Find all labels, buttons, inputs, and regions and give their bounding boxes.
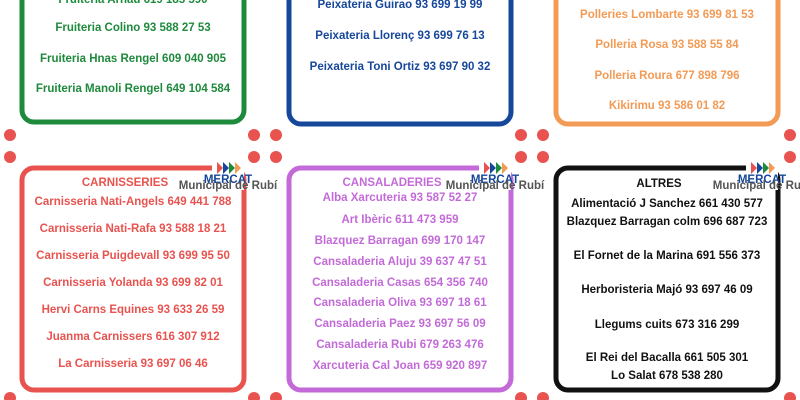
decoration-dots: [4, 129, 796, 400]
vendor-entry: Blazquez Barragan colm 696 687 723: [567, 216, 768, 228]
vendor-entry: Fruiteria Arnau 619 185 590: [58, 0, 207, 6]
vendor-entry: Cansaladeria Rubi 679 263 476: [316, 339, 484, 351]
vendor-entry: Fruiteria Hnas Rengel 609 040 905: [40, 53, 227, 65]
vendor-entry: La Carnisseria 93 697 06 46: [58, 358, 208, 370]
vendor-entry: Fruiteria Colino 93 588 27 53: [55, 22, 210, 34]
vendor-entry: El Fornet de la Marina 691 556 373: [574, 250, 761, 262]
vendor-entry: Peixateria Toni Ortiz 93 697 90 32: [310, 61, 491, 73]
section: Polleries Lombarte 93 699 81 53 Polleria …: [553, 0, 781, 127]
logo-shape: [235, 162, 241, 174]
logo-shape: [490, 162, 496, 174]
vendor-entry: Alimentació J Sanchez 661 430 577: [571, 198, 763, 210]
logo-text: MERCAT: [204, 174, 252, 186]
vendor-entry: Kikirimu 93 586 01 82: [609, 100, 725, 112]
vendor-entry: Alba Xarcuteria 93 587 52 27: [323, 192, 478, 204]
logo-shape: [769, 162, 775, 174]
vendor-entry: Art Ibèric 611 473 959: [342, 214, 459, 226]
vendor-entry: Carnisseria Nati-Rafa 93 588 18 21: [40, 223, 227, 235]
vendor-entry: Hervi Carns Equines 93 633 26 59: [42, 304, 225, 316]
section-box: [19, 0, 247, 125]
section-title: CANSALADERIES: [342, 177, 441, 189]
vendor-entry: Herboristeria Majó 93 697 46 09: [581, 284, 752, 296]
vendor-entry: Polleria Roura 677 898 796: [594, 70, 739, 82]
vendor-entry: Polleries Lombarte 93 699 81 53: [580, 9, 754, 21]
logo-shape: [502, 162, 508, 174]
vendor-entry: Peixateria Guirao 93 699 19 99: [318, 0, 483, 11]
logo-shape: [496, 162, 502, 174]
logo-shape: [229, 162, 235, 174]
vendor-entry: Cansaladeria Oliva 93 697 18 61: [313, 297, 487, 309]
logo-shape: [484, 162, 490, 174]
vendor-entry: Juanma Carnissers 616 307 912: [46, 331, 219, 343]
vendor-entry: Carnisseria Yolanda 93 699 82 01: [43, 277, 223, 289]
vendor-entry: Llegums cuits 673 316 299: [595, 319, 739, 331]
logo-shape: [763, 162, 769, 174]
vendor-entry: Cansaladeria Aluju 39 637 47 51: [313, 256, 487, 268]
section-box: [286, 165, 514, 393]
logo-shape: [757, 162, 763, 174]
logo-text: MERCAT: [471, 174, 519, 186]
section-box: [19, 165, 247, 393]
logo-subtext: Municipal de Rubí: [179, 180, 278, 192]
vendor-entry: Cansaladeria Casas 654 356 740: [312, 277, 488, 289]
section-box: [286, 0, 514, 127]
logo-shape: [751, 162, 757, 174]
section-box: [553, 0, 781, 127]
logo-shape: [223, 162, 229, 174]
logo-subtext: Municipal de Rubí: [713, 180, 800, 192]
section-title: ALTRES: [636, 178, 681, 190]
logo-subtext: Municipal de Rubí: [446, 180, 545, 192]
vendor-entry: Carnisseria Puigdevall 93 699 95 50: [36, 250, 230, 262]
vendor-entry: Fruiteria Manoli Rengel 649 104 584: [36, 83, 231, 95]
section-title: CARNISSERIES: [82, 177, 169, 189]
section: Fruiteria Arnau 619 185 590 Fruiteria Col…: [19, 0, 247, 125]
vendor-entry: Carnisseria Nati-Angels 649 441 788: [35, 196, 232, 208]
vendor-entry: Blazquez Barragan 699 170 147: [315, 235, 486, 247]
vendor-entry: Lo Salat 678 538 280: [611, 370, 723, 382]
section: Peixateria Guirao 93 699 19 99 Peixateria…: [286, 0, 514, 127]
section-box: [553, 165, 781, 393]
vendor-entry: Cansaladeria Paez 93 697 56 09: [314, 318, 485, 330]
vendor-entry: Peixateria Llorenç 93 699 76 13: [315, 30, 484, 42]
logo-text: MERCAT: [738, 174, 786, 186]
vendor-entry: Polleria Rosa 93 588 55 84: [595, 39, 739, 51]
vendor-entry: Xarcuteria Cal Joan 659 920 897: [313, 360, 488, 372]
logo-shape: [217, 162, 223, 174]
vendor-entry: El Rei del Bacalla 661 505 301: [586, 352, 749, 364]
